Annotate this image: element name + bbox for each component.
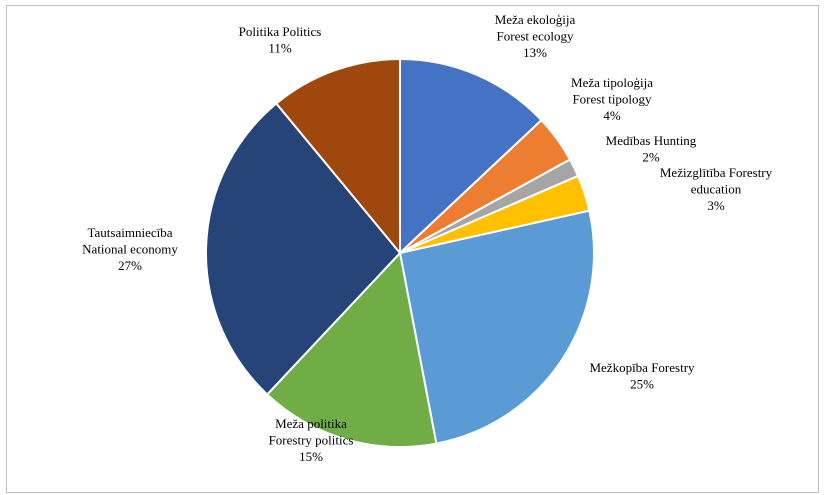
pie-label-4: Mežkopība Forestry 25% bbox=[589, 360, 695, 392]
pie-slices bbox=[205, 58, 595, 448]
pie-label-text: Forestry politics bbox=[269, 433, 354, 448]
pie-label-text: Mežizglītība Forestry bbox=[660, 165, 773, 180]
pie-label-percent: 11% bbox=[268, 41, 292, 56]
pie-label-percent: 15% bbox=[299, 449, 323, 464]
chart-frame bbox=[6, 5, 819, 493]
pie-label-text: Forest tipology bbox=[572, 92, 652, 107]
pie-label-text: Mežkopība Forestry bbox=[589, 360, 695, 375]
pie-label-percent: 4% bbox=[603, 108, 621, 123]
pie-label-percent: 13% bbox=[523, 45, 547, 60]
pie-label-percent: 2% bbox=[642, 150, 660, 165]
pie-label-text: Forest ecology bbox=[497, 29, 574, 44]
pie-label-text: education bbox=[691, 182, 742, 197]
pie-label-text: Medības Hunting bbox=[606, 133, 697, 148]
pie-slice-7 bbox=[275, 58, 401, 254]
pie-slice-4 bbox=[399, 209, 595, 445]
pie-label-text: National economy bbox=[82, 242, 178, 257]
pie-label-text: Meža politika bbox=[275, 416, 347, 431]
pie-label-text: Tautsaimniecība bbox=[87, 225, 172, 240]
pie-label-3: Mežizglītība Forestry education 3% bbox=[660, 165, 773, 213]
pie-label-text: Politika Politics bbox=[239, 24, 322, 39]
pie-label-percent: 3% bbox=[707, 198, 725, 213]
pie-label-2: Medības Hunting 2% bbox=[606, 133, 697, 165]
pie-label-1: Meža tipoloģija Forest tipology 4% bbox=[571, 75, 653, 123]
pie-label-7: Politika Politics 11% bbox=[239, 24, 322, 56]
pie-label-percent: 25% bbox=[630, 377, 654, 392]
pie-label-5: Meža politika Forestry politics 15% bbox=[269, 416, 354, 464]
pie-labels: Meža ekoloģija Forest ecology 13% Meža tipo… bbox=[82, 12, 772, 464]
pie-label-text: Meža tipoloģija bbox=[571, 75, 653, 90]
pie-slice-0 bbox=[399, 58, 543, 254]
pie-label-percent: 27% bbox=[118, 258, 142, 273]
pie-slice-6 bbox=[205, 102, 401, 396]
pie-label-text: Meža ekoloģija bbox=[495, 12, 576, 27]
pie-label-6: Tautsaimniecība National economy 27% bbox=[82, 225, 178, 273]
pie-label-0: Meža ekoloģija Forest ecology 13% bbox=[495, 12, 576, 60]
pie-slice-5 bbox=[266, 252, 438, 448]
